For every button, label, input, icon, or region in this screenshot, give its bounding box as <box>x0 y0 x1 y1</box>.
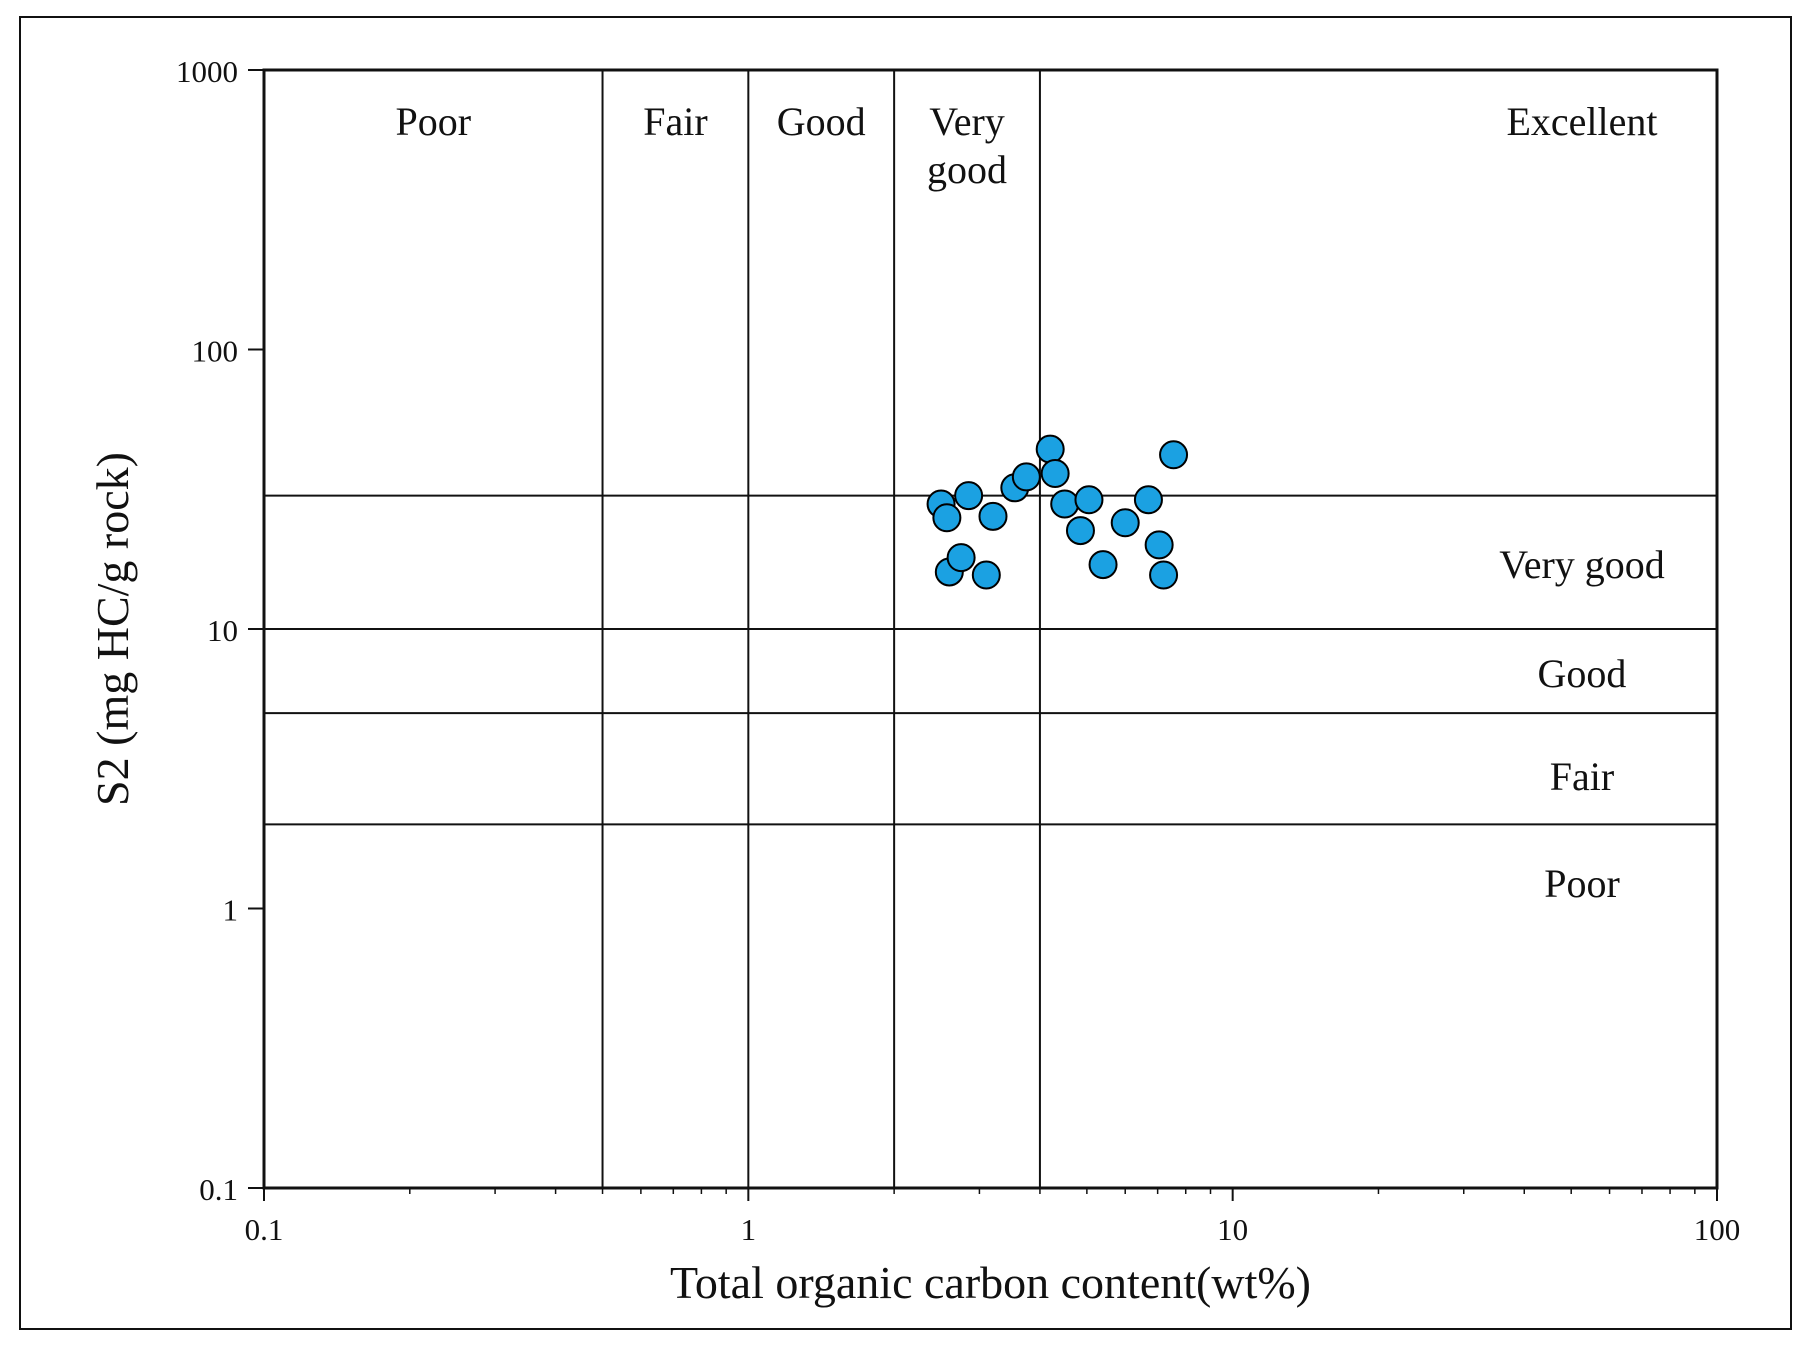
x-region-label-line: Good <box>777 99 866 144</box>
data-points <box>926 434 1189 590</box>
x-axis-title: Total organic carbon content(wt%) <box>670 1257 1311 1308</box>
data-point <box>1159 440 1189 470</box>
x-tick-label: 0.1 <box>245 1212 284 1247</box>
x-region-label-line: Poor <box>395 99 471 144</box>
data-point <box>1133 485 1163 515</box>
y-tick-label: 10 <box>207 613 238 648</box>
x-region-label: Poor <box>395 99 471 144</box>
data-point <box>1035 434 1065 464</box>
data-point <box>1144 530 1174 560</box>
data-point <box>978 501 1008 531</box>
y-tick-label: 1 <box>223 893 239 928</box>
data-point <box>1050 489 1080 519</box>
x-region-label-line: good <box>927 147 1007 192</box>
x-tick-label: 100 <box>1694 1212 1741 1247</box>
y-region-label: Fair <box>1550 754 1614 799</box>
axes: 0.1 1 10 100 0.1 1 10 100 1000 <box>176 54 1740 1247</box>
data-point <box>946 543 976 573</box>
data-point <box>1040 459 1070 489</box>
data-point <box>1074 485 1104 515</box>
data-point <box>954 481 984 511</box>
data-point <box>1149 560 1179 590</box>
y-tick-label: 100 <box>192 334 239 369</box>
y-region-label: Poor <box>1544 861 1620 906</box>
data-point <box>971 560 1001 590</box>
y-tick-label: 0.1 <box>199 1172 238 1207</box>
x-region-label-line: Excellent <box>1506 99 1657 144</box>
data-point <box>932 503 962 533</box>
data-point <box>1088 550 1118 580</box>
data-point <box>1011 462 1041 492</box>
classification-boundaries <box>264 70 1717 1188</box>
y-axis-title: S2 (mg HC/g rock) <box>87 452 138 806</box>
x-region-label: Excellent <box>1506 99 1657 144</box>
x-region-label-line: Fair <box>643 99 707 144</box>
data-point <box>1110 508 1140 538</box>
x-tick-label: 1 <box>741 1212 757 1247</box>
x-region-label: Very good <box>927 99 1007 192</box>
region-labels: Poor Fair Good Very good Excellent Very good Go… <box>395 99 1664 906</box>
x-region-label: Good <box>777 99 866 144</box>
y-region-label: Good <box>1538 651 1627 696</box>
y-region-label: Very good <box>1499 542 1665 587</box>
x-region-label-line: Very <box>929 99 1005 144</box>
y-tick-label: 1000 <box>176 54 238 89</box>
x-tick-label: 10 <box>1217 1212 1248 1247</box>
figure-border <box>19 16 1792 1330</box>
x-region-label: Fair <box>643 99 707 144</box>
data-point <box>1065 516 1095 546</box>
